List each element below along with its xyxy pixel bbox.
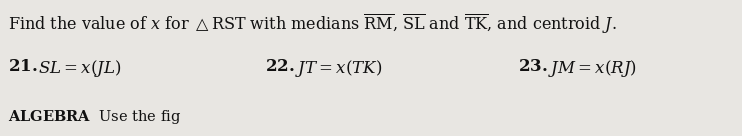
Text: $JM = x(RJ)$: $JM = x(RJ)$ bbox=[548, 58, 637, 79]
Text: $SL = x(JL)$: $SL = x(JL)$ bbox=[38, 58, 122, 79]
Text: $\mathbf{21.}$: $\mathbf{21.}$ bbox=[8, 58, 38, 75]
Text: $JT = x(TK)$: $JT = x(TK)$ bbox=[295, 58, 382, 79]
Text: $\mathbf{22.}$: $\mathbf{22.}$ bbox=[265, 58, 295, 75]
Text: $\mathbf{23.}$: $\mathbf{23.}$ bbox=[518, 58, 548, 75]
Text: Find the value of $\it{x}$ for $\triangle$RST with medians $\overline{\mathrm{RM: Find the value of $\it{x}$ for $\triangl… bbox=[8, 12, 617, 36]
Text: $\mathbf{ALGEBRA}$  Use the fig: $\mathbf{ALGEBRA}$ Use the fig bbox=[8, 108, 181, 126]
